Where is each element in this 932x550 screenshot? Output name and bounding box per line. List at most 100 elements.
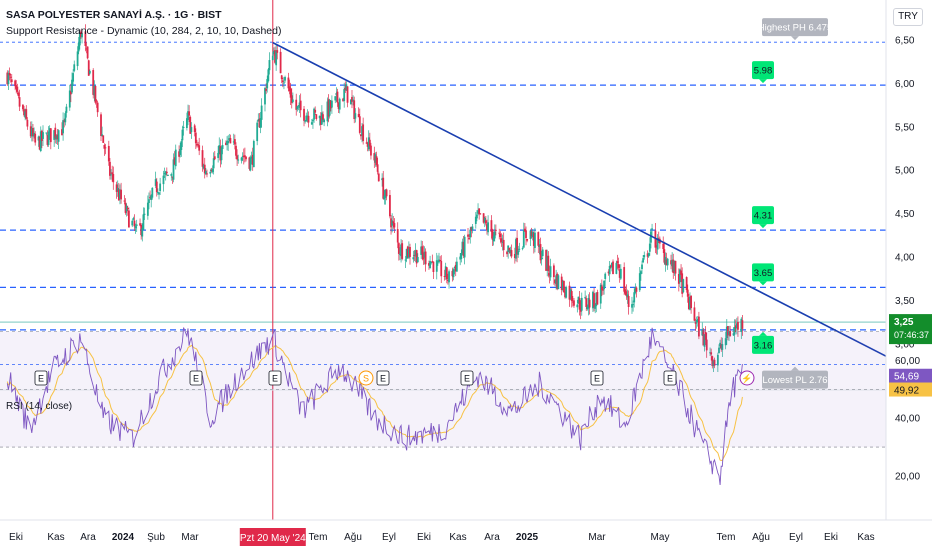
candle — [10, 79, 13, 83]
candle — [173, 157, 176, 165]
candle — [602, 288, 604, 291]
candle — [640, 271, 642, 275]
candle — [150, 195, 153, 200]
candle — [47, 131, 50, 145]
candle — [291, 99, 294, 103]
candle — [702, 330, 705, 346]
rsi-legend[interactable]: RSI (14, close) — [6, 401, 73, 412]
candle — [438, 259, 440, 263]
time-label: May — [651, 532, 670, 543]
candle — [361, 126, 363, 136]
candle — [554, 279, 556, 284]
rsi-value: 54,69 — [894, 372, 919, 383]
candle — [439, 260, 442, 262]
candle — [447, 280, 449, 282]
candle — [460, 253, 463, 259]
candle — [541, 249, 544, 257]
candle — [507, 245, 510, 252]
candle — [65, 106, 68, 113]
level-badge-text: 5.98 — [754, 66, 773, 77]
candle — [635, 287, 638, 292]
candle — [148, 199, 150, 204]
price-tick: 4,50 — [895, 209, 915, 220]
candle — [88, 70, 91, 74]
candle — [632, 304, 634, 306]
candle — [521, 248, 524, 250]
event-markers: E E E S E E E E ⚡ — [34, 370, 755, 386]
rsi-tick: 60,00 — [895, 356, 920, 367]
price-tick: 3,50 — [895, 296, 915, 307]
candle — [94, 85, 97, 103]
level-badge-text: 3.65 — [754, 268, 773, 279]
candle — [283, 82, 285, 84]
candle — [724, 338, 727, 346]
candle — [422, 252, 425, 260]
candle — [267, 69, 270, 82]
level-badge-green: 3.16 — [752, 331, 774, 354]
candle — [26, 119, 29, 127]
candle — [46, 135, 49, 145]
candle — [530, 231, 533, 237]
candle — [432, 261, 435, 272]
candle — [236, 155, 238, 160]
currency-button[interactable]: TRY — [893, 8, 923, 26]
candle — [585, 298, 588, 307]
candle — [346, 86, 349, 103]
candle — [727, 326, 729, 336]
candle — [725, 326, 728, 339]
candle — [740, 318, 743, 332]
rsi-pane — [0, 327, 886, 486]
candle — [552, 265, 555, 278]
candle — [633, 292, 636, 303]
candle — [393, 223, 396, 228]
candle — [37, 136, 40, 141]
candle — [190, 127, 193, 133]
candle — [84, 31, 87, 46]
candle — [14, 80, 17, 87]
candle — [260, 105, 263, 120]
trendline-line — [272, 41, 887, 357]
level-badge-green: 4.31 — [752, 206, 774, 229]
candle — [319, 117, 322, 125]
candle — [611, 262, 613, 268]
candle — [142, 214, 145, 230]
candle — [303, 108, 305, 121]
candle — [298, 102, 301, 108]
candle — [502, 239, 505, 251]
candle — [296, 106, 299, 110]
candle — [366, 142, 369, 147]
time-label: Tem — [309, 532, 328, 543]
event-label: E — [272, 374, 278, 384]
candle — [256, 122, 259, 142]
candle — [719, 342, 722, 347]
candle — [491, 229, 494, 240]
earnings-event-icon — [663, 370, 677, 386]
candle — [34, 133, 37, 143]
candle — [178, 151, 180, 157]
candle — [486, 224, 488, 231]
candle — [701, 329, 704, 336]
candle — [383, 195, 386, 200]
candle — [337, 102, 340, 109]
candle — [588, 299, 591, 308]
symbol-title[interactable]: SASA POLYESTER SANAYİ A.Ş. · 1G · BIST — [6, 9, 222, 21]
candle — [526, 238, 529, 241]
candle — [443, 275, 446, 277]
candle — [345, 84, 348, 91]
candle — [249, 157, 252, 171]
candle — [318, 115, 321, 119]
candle — [143, 213, 146, 215]
candle — [165, 171, 168, 174]
candle — [478, 208, 481, 215]
candle — [435, 260, 438, 272]
candle — [693, 307, 696, 321]
candle — [406, 246, 409, 257]
candle — [401, 243, 404, 259]
candle — [430, 262, 433, 264]
time-label: 2024 — [112, 532, 135, 543]
candle — [197, 144, 199, 146]
indicator-legend[interactable]: Support Resistance - Dynamic (10, 284, 2… — [6, 25, 282, 37]
candle — [201, 150, 204, 167]
candle — [213, 156, 216, 160]
